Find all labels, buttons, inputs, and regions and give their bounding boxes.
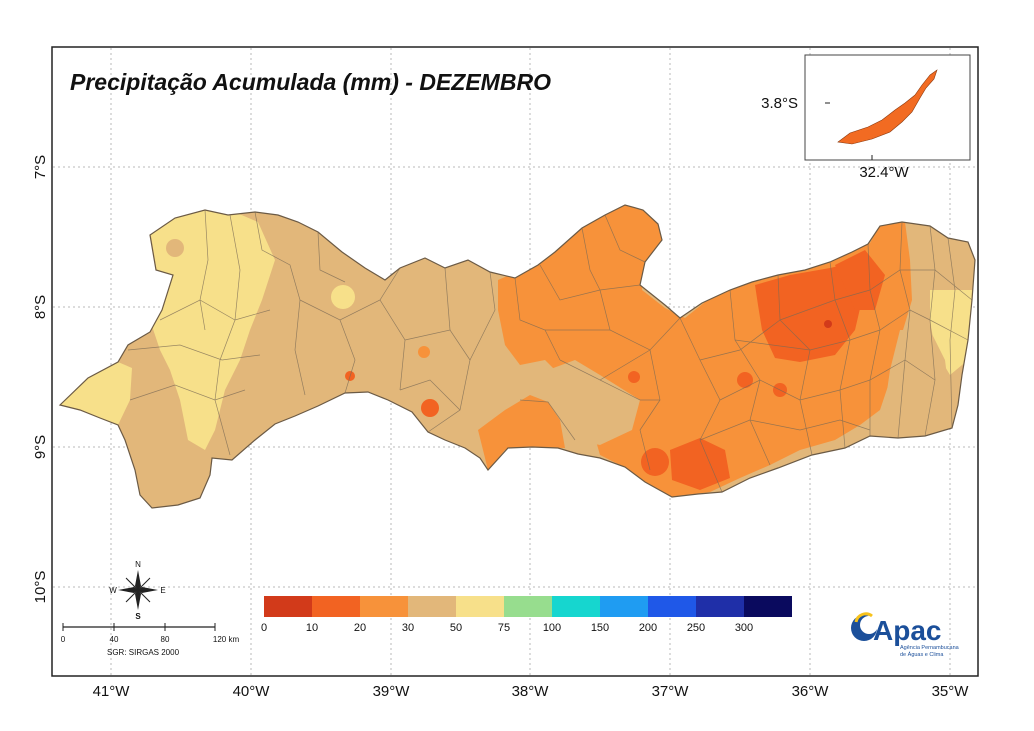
compass-north-label: N [135, 560, 141, 569]
apac-logo-subtitle-1: Agência Pernambucana [900, 645, 960, 651]
inset-map: 3.8°S 32.4°W [761, 54, 971, 181]
inset-frame [804, 54, 971, 161]
legend-swatch [552, 596, 600, 617]
apac-logo-subtitle-2: de Águas e Clima [900, 651, 944, 658]
scale-tick-40: 40 [110, 635, 119, 644]
lon-label-40w: 40°W [233, 683, 271, 700]
lat-label-7s: 7°S [32, 155, 49, 179]
apac-logo: Apac Agência Pernambucana de Águas e Cli… [851, 612, 960, 658]
legend-tick-label: 250 [687, 622, 705, 634]
lon-label-37w: 37°W [652, 683, 690, 700]
lat-label-8s: 8°S [32, 295, 49, 319]
legend-swatch [744, 596, 792, 617]
longitude-labels: 41°W 40°W 39°W 38°W 37°W 36°W 35°W [93, 683, 970, 700]
compass-west-label: W [109, 586, 117, 595]
legend-tick-label: 0 [261, 622, 267, 634]
legend-tick-label: 30 [402, 622, 414, 634]
inset-island-shape [837, 69, 938, 145]
compass-south-label: S [135, 612, 141, 621]
zone-10-20-spot-e [628, 371, 640, 383]
scale-bar: 0 40 80 120 km SGR: SIRGAS 2000 [61, 623, 240, 657]
legend-tick-label: 150 [591, 622, 609, 634]
zone-0-10-spot [824, 320, 832, 328]
legend-tick-label: 300 [735, 622, 753, 634]
scale-datum: SGR: SIRGAS 2000 [107, 648, 180, 657]
legend-swatch [312, 596, 360, 617]
compass-rose: N S E W [109, 560, 165, 621]
map-title: Precipitação Acumulada (mm) - DEZEMBRO [70, 69, 551, 95]
zone-10-20-south [670, 438, 730, 490]
compass-east-label: E [160, 586, 165, 595]
legend-swatch [360, 596, 408, 617]
legend-tick-label: 100 [543, 622, 561, 634]
zone-30-50-west [150, 210, 275, 450]
lon-label-39w: 39°W [373, 683, 411, 700]
zone-30-east-tan [885, 330, 952, 436]
lon-label-36w: 36°W [792, 683, 830, 700]
legend-tick-label: 20 [354, 622, 366, 634]
zone-10-20-north [835, 250, 885, 310]
zone-10-20-spot-a [641, 448, 669, 476]
legend-tick-label: 50 [450, 622, 462, 634]
zone-30-50-spot [331, 285, 355, 309]
legend-swatch [264, 596, 312, 617]
latitude-labels: 7°S 8°S 9°S 10°S [32, 155, 49, 604]
legend-tick-label: 200 [639, 622, 657, 634]
legend-tick-label: 75 [498, 622, 510, 634]
lat-label-9s: 9°S [32, 435, 49, 459]
legend-swatch [408, 596, 456, 617]
inset-lon-label: 32.4°W [859, 164, 909, 181]
scale-tick-0: 0 [61, 635, 66, 644]
lon-label-35w: 35°W [932, 683, 970, 700]
zone-10-20-spot-b [421, 399, 439, 417]
apac-logo-text: Apac [873, 615, 941, 646]
municipal-boundaries [127, 209, 973, 493]
legend-swatch [696, 596, 744, 617]
legend-swatch [648, 596, 696, 617]
legend-swatch [504, 596, 552, 617]
scale-tick-80: 80 [161, 635, 170, 644]
zone-20-30-south [478, 395, 565, 470]
legend-tick-label: 10 [306, 622, 318, 634]
zone-20-30-spot [418, 346, 430, 358]
inset-lat-label: 3.8°S [761, 95, 798, 112]
zone-30-spot-west [166, 239, 184, 257]
lat-label-10s: 10°S [32, 571, 49, 604]
state-precipitation-area [58, 204, 976, 509]
zone-30-tan-inclusion [548, 360, 640, 445]
legend-swatch [456, 596, 504, 617]
lon-label-38w: 38°W [512, 683, 550, 700]
lon-label-41w: 41°W [93, 683, 131, 700]
zone-10-20-spot-c [737, 372, 753, 388]
zone-10-20-agreste [755, 262, 862, 362]
legend-swatch [600, 596, 648, 617]
scale-tick-120: 120 km [213, 635, 240, 644]
color-legend: 0 10 20 30 50 75 100 150 200 250 300 [261, 596, 792, 634]
